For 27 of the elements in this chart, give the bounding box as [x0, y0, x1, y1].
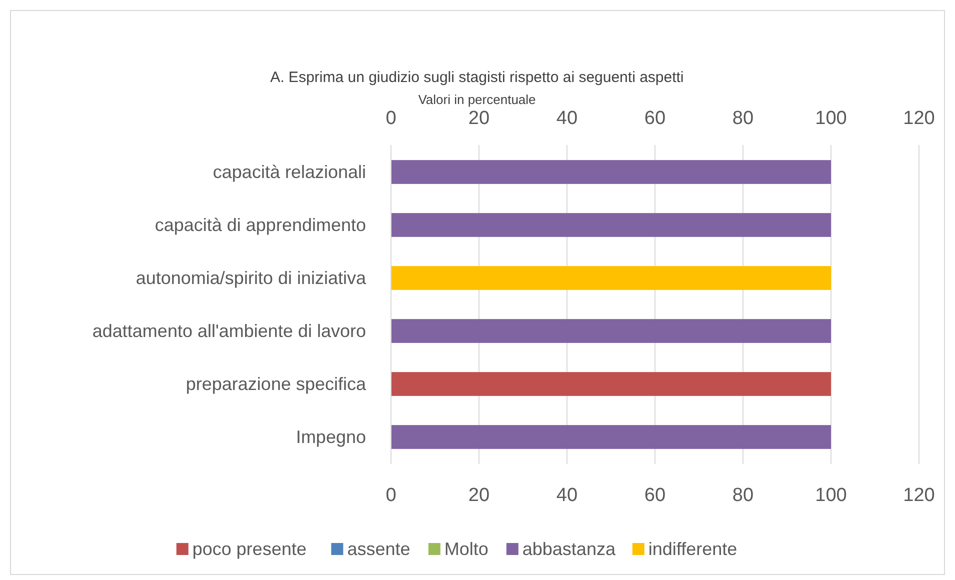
chart-subtitle: Valori in percentuale	[418, 92, 536, 107]
x2-tick-label: 60	[644, 485, 666, 506]
x2-tick-label: 120	[903, 485, 935, 506]
x-tick-label: 100	[815, 108, 847, 129]
y-tick-label: Impegno	[296, 427, 366, 447]
x2-tick-label: 80	[732, 485, 754, 506]
x-tick-label: 80	[732, 108, 754, 129]
x2-tick-label: 0	[386, 485, 396, 506]
legend-label: assente	[347, 539, 410, 559]
y-tick-label: preparazione specifica	[186, 374, 367, 394]
x-tick-label: 20	[468, 108, 490, 129]
x2-tick-label: 20	[468, 485, 490, 506]
x-tick-label: 40	[556, 108, 578, 129]
x2-tick-label: 100	[815, 485, 847, 506]
y-tick-label: capacità di apprendimento	[154, 215, 366, 235]
y-tick-label: adattamento all'ambiente di lavoro	[92, 321, 366, 341]
legend-label: abbastanza	[522, 539, 616, 559]
legend-label: indifferente	[648, 539, 738, 559]
chart-title: A. Esprima un giudizio sugli stagisti rispetto ai seguenti aspetti	[270, 69, 684, 86]
legend-label: Molto	[444, 539, 488, 559]
x2-tick-label: 40	[556, 485, 578, 506]
x-tick-label: 60	[644, 108, 666, 129]
x-tick-label: 0	[386, 108, 396, 129]
legend-label: poco presente	[192, 539, 306, 559]
y-tick-label: autonomia/spirito di iniziativa	[136, 268, 367, 288]
y-tick-label: capacità relazionali	[212, 162, 366, 182]
x-tick-label: 120	[903, 108, 935, 129]
